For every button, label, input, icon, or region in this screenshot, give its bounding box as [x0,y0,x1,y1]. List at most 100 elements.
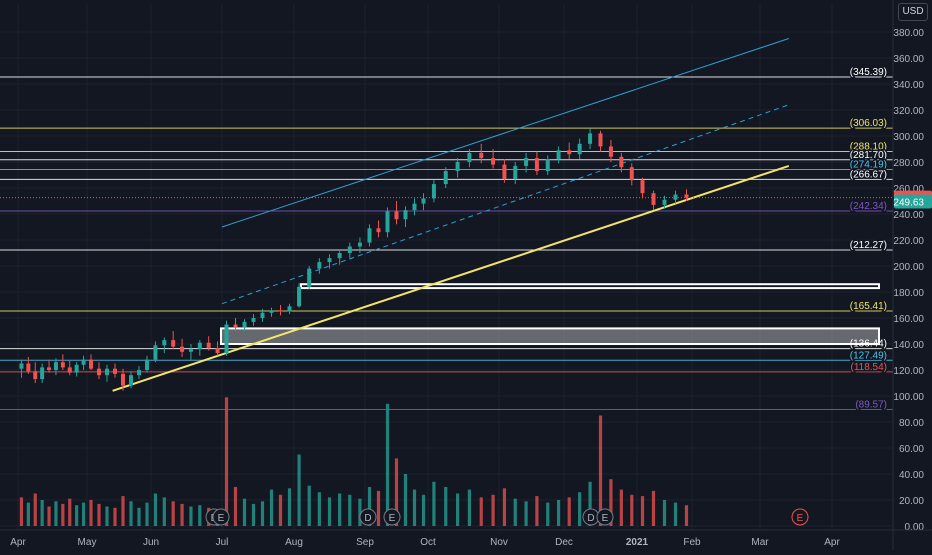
candle-body [513,165,518,179]
volume-bar [75,505,79,526]
candle-body [33,371,38,380]
candle-body [385,211,390,233]
time-tick-label: Aug [285,537,303,548]
candle-body [403,210,408,220]
candle-body [89,359,93,369]
volume-bar [81,502,86,526]
level-label: (288.10) [850,141,887,152]
volume-bar [26,502,30,526]
time-tick-label: Apr [10,537,26,548]
candle-body [40,367,45,380]
volume-bar [327,497,332,526]
candle-body [287,306,292,312]
volume-bar [61,503,65,526]
time-tick-label: Nov [490,537,508,548]
price-zone [300,283,880,290]
volume-bar [662,500,667,526]
volume-bar [630,494,634,526]
candle-body [242,321,247,328]
candle-body [598,133,603,147]
volume-bar [242,498,247,526]
volume-bar [432,481,436,526]
candle-body [467,152,472,162]
volume-bar [673,502,678,526]
event-marker-label: E [389,513,396,524]
price-tick-label: 80.00 [899,418,924,429]
candle-body [367,228,372,243]
volume-bar [145,502,149,526]
candle-body [74,364,79,373]
candle-body [317,262,322,269]
volume-bar [546,502,550,526]
volume-bar [113,507,117,526]
volume-bar [394,458,399,526]
currency-label[interactable]: USD [898,3,928,21]
level-label: (281.70) [850,150,887,161]
price-tick-label: 200.00 [893,262,924,273]
volume-bar [609,479,613,526]
candle-body [662,199,667,205]
volume-bar [47,506,51,526]
candle-body [153,345,158,360]
time-tick-label: May [78,537,97,548]
price-tick-label: 140.00 [893,340,924,351]
candle-body [577,143,582,155]
event-marker-label: E [218,513,225,524]
price-zones [220,283,880,345]
price-tick-label: 280.00 [893,158,924,169]
candle-body [357,242,362,247]
candle-body [269,310,274,313]
level-label: (118.54) [850,362,887,373]
event-marker-label: E [602,513,609,524]
price-tick-label: 340.00 [893,80,924,91]
trendlines [112,38,790,392]
trendline [112,164,790,392]
time-tick-label: Apr [824,537,840,548]
candle-body [233,324,238,328]
time-tick-label: Sep [356,537,374,548]
volume-bar [385,403,390,526]
volume-bar [513,498,517,526]
volume-bar [153,493,158,526]
volume-bar [260,501,265,526]
volume-bar [278,494,283,526]
volume-bar [567,497,571,526]
price-tick-label: 360.00 [893,54,924,65]
candle-body [67,367,72,373]
candle-body [53,362,58,370]
candle-body [215,347,220,354]
candle-body [491,158,496,165]
candle-body [251,318,256,322]
volume-bar [348,494,352,526]
time-tick-label: Dec [555,537,573,548]
volume-bar [455,493,460,526]
candle-body [567,150,572,155]
trendline [221,38,789,228]
event-marker-icon [383,508,401,526]
candle-body [129,375,133,386]
volume-bar [68,498,72,526]
volume-bar [467,489,472,526]
candle-body [619,156,624,168]
event-marker-label: E [797,513,804,524]
time-tick-label: Jun [143,537,159,548]
candle-body [608,146,613,157]
volume-bar [129,501,133,526]
volume-bar [33,493,37,526]
volume-bar [97,503,101,526]
candle-body [337,253,342,259]
candle-body [81,359,86,365]
candle-body [431,184,436,199]
level-label: (345.39) [850,67,887,78]
candle-body [47,367,52,370]
volume-bar [491,494,495,526]
candle-body [629,167,634,181]
price-tick-label: 60.00 [899,444,924,455]
volume-bar [224,397,229,526]
candle-body [188,349,193,352]
volume-bar [137,507,141,526]
candle-body [455,162,460,172]
